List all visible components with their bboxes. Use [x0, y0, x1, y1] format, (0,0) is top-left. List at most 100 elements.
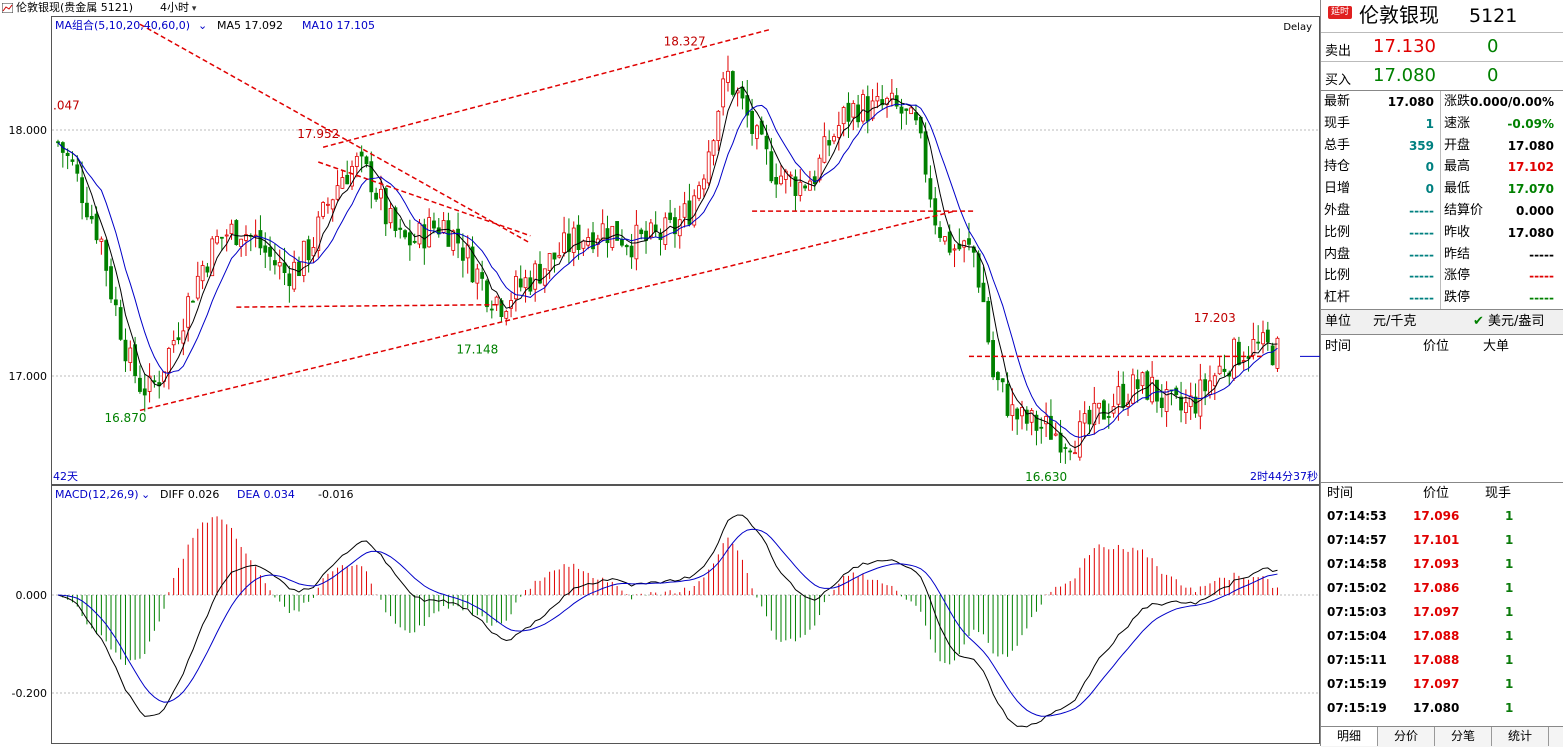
tab-stats[interactable]: 统计: [1492, 727, 1549, 746]
divider: [1440, 91, 1441, 309]
trade-row: 07:15:19 17.080 1: [1321, 696, 1563, 720]
candle-body: [1261, 332, 1265, 345]
trade-time: 07:15:04: [1327, 629, 1387, 643]
candle-body: [335, 185, 340, 200]
candle-body: [1121, 383, 1126, 408]
check-icon: ✔: [1473, 314, 1484, 329]
stat-left-5: 外盘 -----: [1324, 200, 1434, 222]
trade-time: 07:14:58: [1327, 557, 1387, 571]
candle-body: [1270, 345, 1275, 366]
candle-body: [388, 208, 393, 224]
candle-body: [552, 252, 557, 260]
candle-body: [398, 227, 403, 230]
candle-body: [359, 151, 364, 157]
period-selector[interactable]: 4小时 ▾: [160, 1, 197, 14]
unit-row: 单位 元/千克 ✔ 美元/盎司: [1321, 309, 1563, 335]
trade-price: 17.086: [1413, 581, 1460, 595]
unit-toggle[interactable]: ✔ 美元/盎司: [1473, 314, 1545, 329]
trade-time: 07:15:11: [1327, 653, 1387, 667]
price-annotation: 17.203: [1194, 311, 1236, 325]
trend-down-line: [139, 23, 531, 244]
ma5-line: [57, 86, 1278, 449]
candle-body: [403, 230, 407, 238]
tab-detail[interactable]: 明细: [1321, 727, 1378, 746]
trade-row: 07:14:58 17.093 1: [1321, 552, 1563, 576]
candle-body: [1020, 407, 1024, 417]
candle-body: [538, 263, 542, 284]
candle-body: [427, 217, 432, 248]
candle-body: [1106, 416, 1111, 418]
chevron-down-icon: ⌄: [198, 19, 207, 32]
candle-body: [65, 152, 70, 157]
candle-body: [687, 200, 692, 225]
candle-body: [1044, 416, 1048, 425]
candle-body: [1130, 374, 1135, 404]
candle-body: [181, 330, 186, 344]
stat-value: -----: [1409, 247, 1434, 262]
candle-body: [827, 140, 832, 146]
stat-value: 1: [1425, 116, 1434, 131]
chart-icon: [2, 3, 13, 13]
candle-body: [489, 308, 494, 311]
candle-body: [301, 240, 306, 276]
tab-price-volume[interactable]: 分价: [1378, 727, 1435, 746]
trend-support-line: [139, 210, 955, 412]
bar-countdown: 2时44分37秒: [1250, 469, 1318, 483]
candle-body: [383, 188, 388, 225]
candle-body: [1188, 395, 1193, 407]
candle-body: [1015, 408, 1020, 420]
candle-body: [682, 203, 687, 218]
trade-time: 07:15:03: [1327, 605, 1387, 619]
candle-body: [880, 99, 885, 106]
candle-body: [1217, 365, 1222, 375]
stats-grid: 最新 17.080 现手 1 总手 359 持仓 0 日增 0 外盘 ----- 比例 ----- 内盘 --…: [1321, 90, 1563, 309]
candle-body: [85, 202, 89, 218]
trade-qty: 1: [1505, 629, 1514, 643]
kline-chart-area[interactable]: 18.000 17.000 0.000 -0.200 18.327 17.952 17.14…: [0, 16, 1320, 746]
stat-label: 最高: [1444, 159, 1471, 175]
candle-body: [56, 141, 60, 144]
candle-body: [345, 174, 350, 185]
trade-row: 07:14:53 17.096 1: [1321, 504, 1563, 528]
candle-body: [899, 106, 904, 114]
trade-qty: 1: [1505, 533, 1514, 547]
candle-body: [282, 262, 287, 274]
candle-body: [832, 136, 836, 142]
stat-left-1: 现手 1: [1324, 113, 1434, 135]
trade-row: 07:14:57 17.101 1: [1321, 528, 1563, 552]
horizontal-level: [236, 303, 502, 308]
candle-body: [152, 380, 157, 383]
tab-ticks[interactable]: 分笔: [1435, 727, 1492, 746]
trade-qty: 1: [1505, 581, 1514, 595]
candle-body: [412, 240, 417, 243]
trade-qty: 1: [1505, 677, 1514, 691]
stat-label: 昨结: [1444, 246, 1471, 262]
stat-value: -----: [1409, 225, 1434, 240]
candle-body: [215, 236, 219, 244]
candle-body: [668, 212, 673, 220]
candle-body: [692, 195, 697, 226]
chevron-down-icon: ▾: [189, 4, 197, 14]
candle-body: [229, 223, 234, 235]
candle-body: [1275, 337, 1280, 369]
candle-body: [721, 78, 726, 108]
candle-body: [1193, 396, 1198, 414]
window-titlebar: 伦敦银现(贵金属 5121) 4小时 ▾: [0, 0, 1320, 16]
candle-body: [494, 296, 499, 306]
candle-body: [364, 156, 369, 165]
candle-body: [1237, 341, 1241, 365]
candle-body: [1058, 432, 1063, 453]
candle-body: [1005, 383, 1010, 416]
price-annotation: 16.630: [1025, 470, 1067, 484]
stat-value: -----: [1409, 291, 1434, 306]
candle-body: [518, 278, 523, 288]
candle-body: [200, 265, 205, 282]
instrument-code: 5121: [1469, 5, 1518, 27]
stat-left-2: 总手 359: [1324, 135, 1434, 157]
candle-body: [701, 178, 706, 190]
stat-right-8: 涨停 -----: [1444, 265, 1554, 287]
candle-body: [942, 236, 947, 242]
candle-body: [996, 372, 1000, 381]
ask-volume: 0: [1487, 36, 1499, 57]
trade-price: 17.088: [1413, 653, 1460, 667]
